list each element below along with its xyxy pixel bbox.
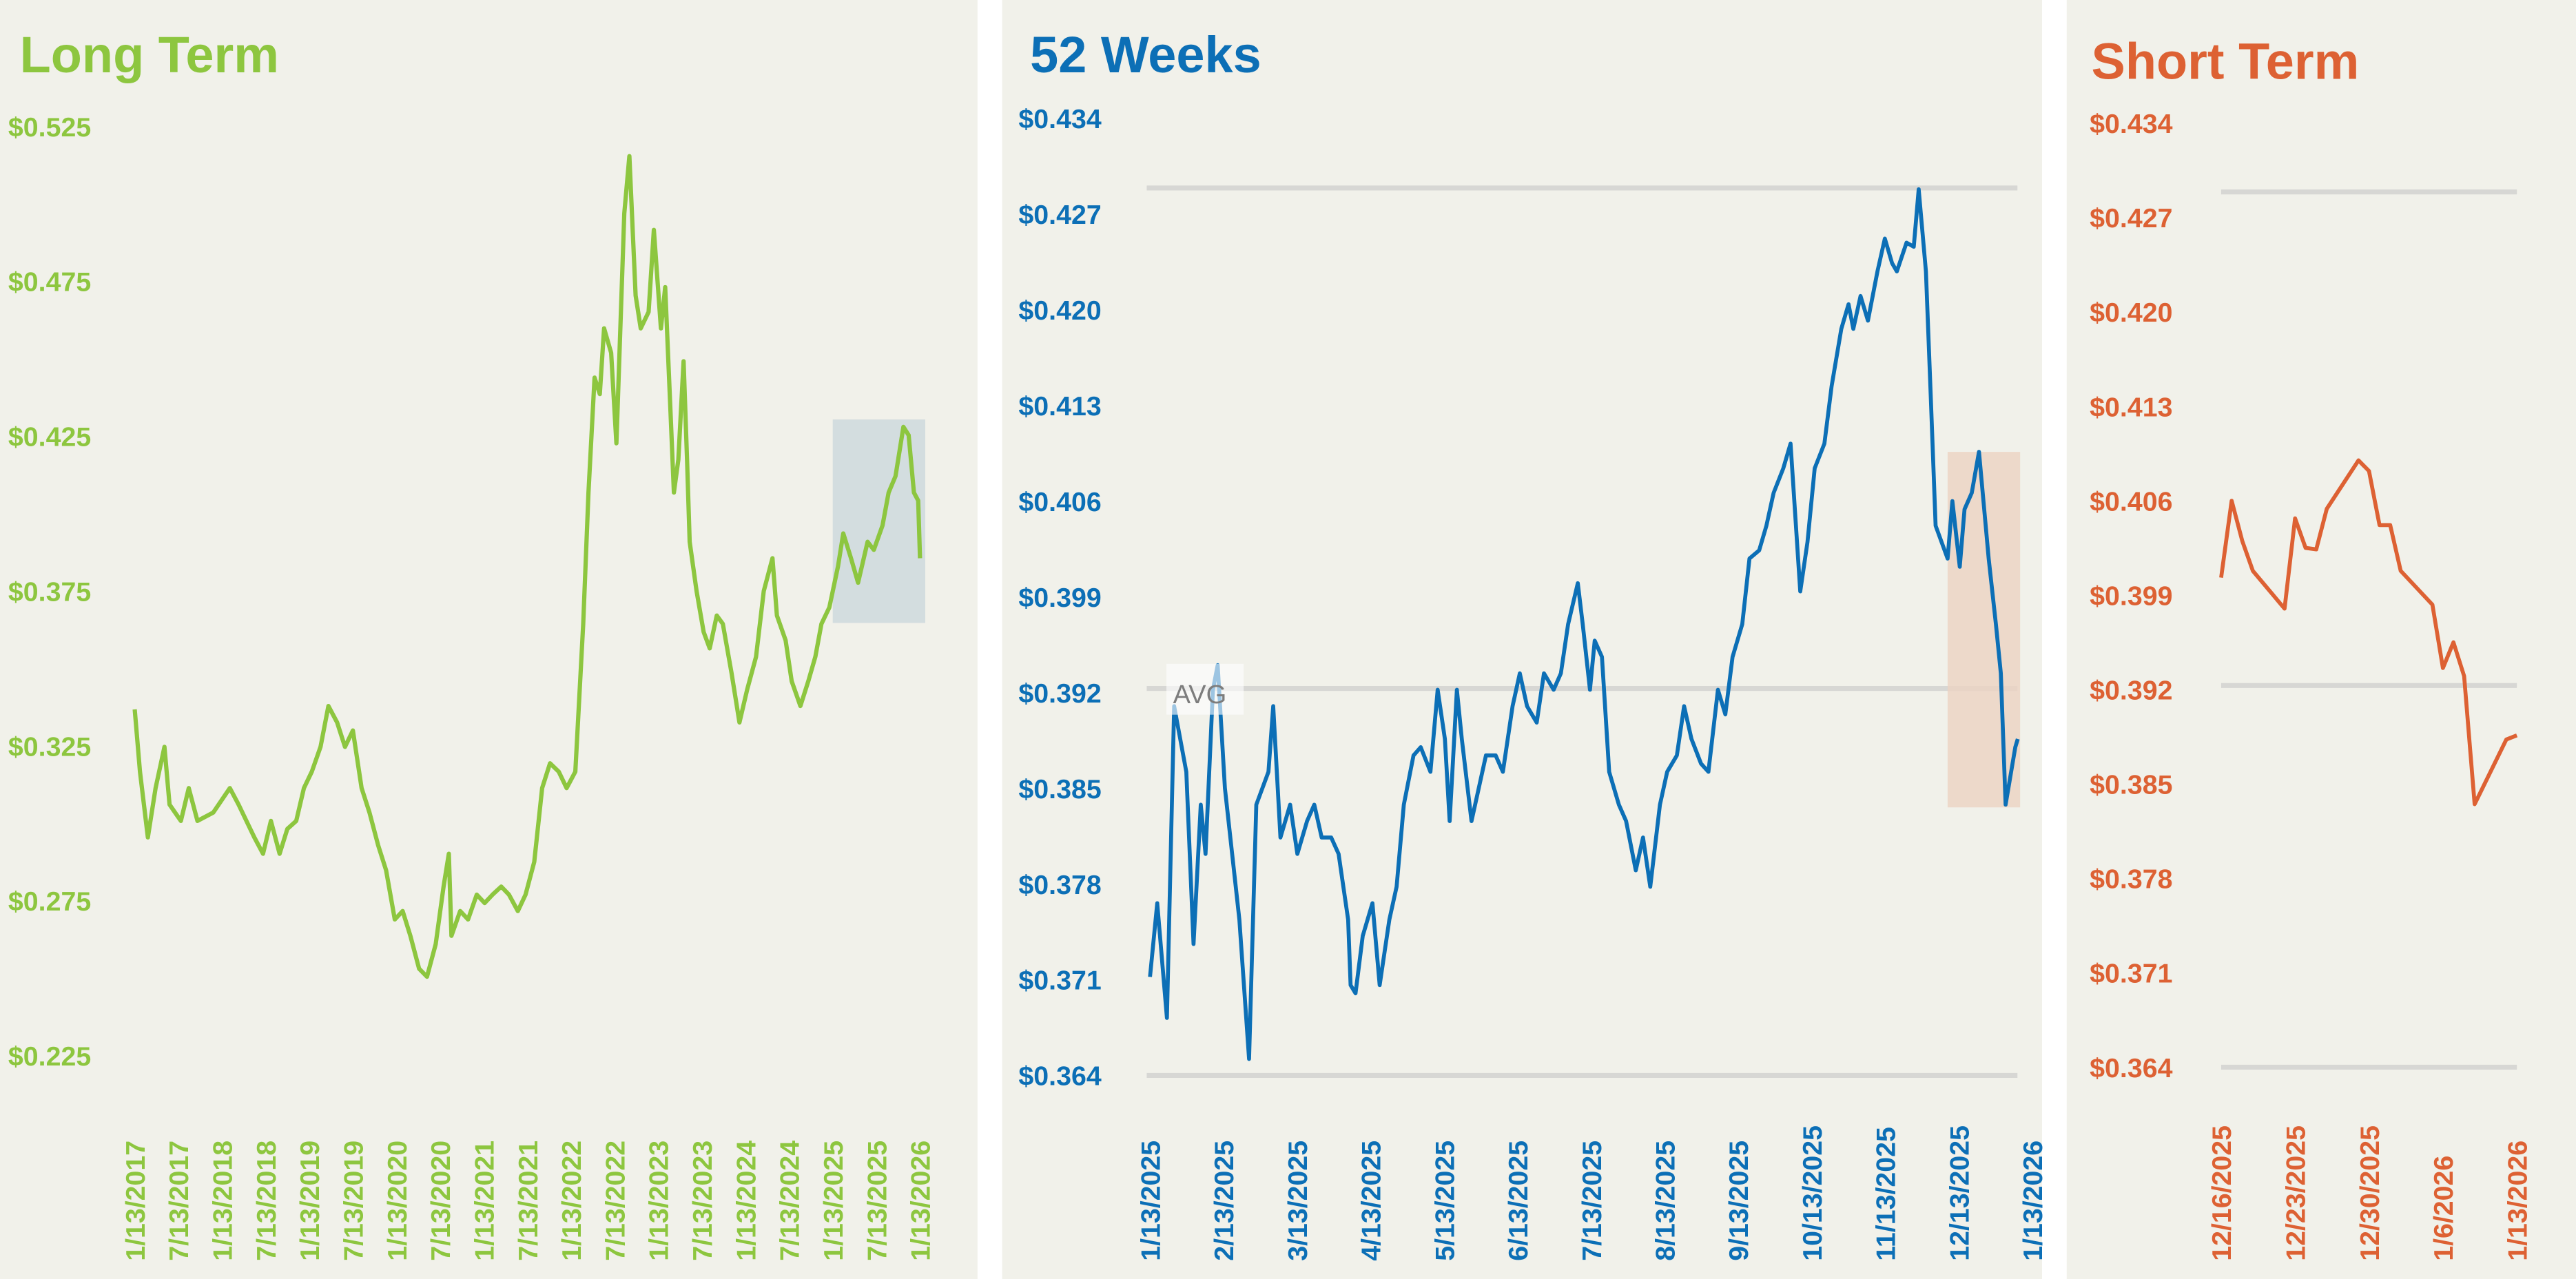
x-tick-label: 7/13/2025 xyxy=(1577,1141,1607,1261)
x-tick-label: 6/13/2025 xyxy=(1503,1141,1534,1261)
avg-label: AVG xyxy=(1173,680,1227,709)
x-tick-label: 1/6/2026 xyxy=(2429,1156,2459,1261)
price-line xyxy=(2219,458,2518,807)
x-tick-label: 1/13/2018 xyxy=(207,1141,238,1261)
x-tick-label: 8/13/2025 xyxy=(1650,1141,1680,1261)
52-weeks-chart: $0.434 $0.427 $0.420 $0.413 $0.406 $0.399 $0.3… xyxy=(1018,104,2048,1261)
x-tick-label: 7/13/2020 xyxy=(426,1141,456,1261)
short-term-chart: $0.434 $0.427 $0.420 $0.413 $0.406 $0.399 $0.3… xyxy=(2090,109,2533,1261)
y-tick-label: $0.427 xyxy=(2090,203,2172,233)
y-tick-label: $0.392 xyxy=(2090,676,2172,706)
long-term-chart: $0.525 $0.475 $0.425 $0.375 $0.325 $0.275 $0.2… xyxy=(8,112,936,1261)
y-tick-label: $0.420 xyxy=(2090,298,2172,328)
x-tick-label: 7/13/2024 xyxy=(775,1141,805,1261)
52-weeks-panel xyxy=(1002,0,2043,1279)
avg-label-box xyxy=(1166,663,1244,715)
x-tick-label: 1/13/2026 xyxy=(2502,1141,2533,1261)
x-tick-label: 7/13/2018 xyxy=(251,1141,282,1261)
y-tick-label: $0.275 xyxy=(8,886,91,917)
y-tick-label: $0.325 xyxy=(8,731,91,762)
x-tick-label: 12/30/2025 xyxy=(2355,1125,2385,1261)
x-tick-label: 4/13/2025 xyxy=(1357,1141,1387,1261)
x-tick-label: 2/13/2025 xyxy=(1209,1141,1239,1261)
x-tick-label: 7/13/2022 xyxy=(600,1141,630,1261)
x-tick-label: 1/13/2019 xyxy=(295,1141,325,1261)
x-tick-label: 1/13/2026 xyxy=(906,1141,936,1261)
x-tick-label: 1/13/2025 xyxy=(1135,1141,1166,1261)
x-tick-label: 12/16/2025 xyxy=(2207,1125,2237,1261)
y-tick-label: $0.399 xyxy=(2090,581,2172,611)
y-tick-label: $0.406 xyxy=(1018,487,1101,517)
short-term-title: Short Term xyxy=(2092,32,2360,90)
x-tick-label: 3/13/2025 xyxy=(1283,1141,1313,1261)
x-tick-label: 7/13/2023 xyxy=(688,1141,718,1261)
y-tick-label: $0.378 xyxy=(2090,864,2172,895)
x-tick-label: 10/13/2025 xyxy=(1797,1125,1828,1261)
y-tick-label: $0.371 xyxy=(2090,959,2172,989)
52-weeks-title: 52 Weeks xyxy=(1030,26,1261,83)
y-tick-label: $0.364 xyxy=(1018,1061,1101,1092)
long-term-panel xyxy=(0,0,978,1279)
y-tick-label: $0.385 xyxy=(2090,770,2172,800)
y-tick-label: $0.406 xyxy=(2090,486,2172,517)
x-tick-label: 7/13/2025 xyxy=(862,1141,892,1261)
long-term-title: Long Term xyxy=(20,26,279,83)
price-line xyxy=(132,154,923,979)
y-tick-label: $0.420 xyxy=(1018,295,1101,326)
x-tick-label: 1/13/2021 xyxy=(469,1141,499,1261)
y-tick-label: $0.375 xyxy=(8,576,91,607)
y-tick-label: $0.392 xyxy=(1018,678,1101,709)
y-tick-label: $0.225 xyxy=(8,1041,91,1072)
y-tick-label: $0.364 xyxy=(2090,1053,2172,1083)
x-tick-label: 1/13/2020 xyxy=(382,1141,413,1261)
x-tick-label: 11/13/2025 xyxy=(1871,1127,1902,1261)
x-tick-label: 1/13/2023 xyxy=(644,1141,674,1261)
y-tick-label: $0.425 xyxy=(8,422,91,453)
x-tick-label: 1/13/2025 xyxy=(818,1141,849,1261)
y-tick-label: $0.413 xyxy=(1018,391,1101,422)
x-tick-label: 12/23/2025 xyxy=(2281,1125,2311,1261)
x-tick-label: 7/13/2019 xyxy=(338,1141,369,1261)
price-line xyxy=(1148,187,2020,1061)
y-tick-label: $0.434 xyxy=(1018,104,1101,134)
y-tick-label: $0.525 xyxy=(8,112,91,143)
x-tick-label: 12/13/2025 xyxy=(1944,1125,1975,1261)
y-tick-label: $0.475 xyxy=(8,267,91,298)
y-tick-label: $0.413 xyxy=(2090,392,2172,422)
x-tick-label: 7/13/2021 xyxy=(513,1141,544,1261)
x-tick-label: 1/13/2022 xyxy=(557,1141,587,1261)
x-tick-label: 9/13/2025 xyxy=(1724,1141,1754,1261)
y-tick-label: $0.371 xyxy=(1018,966,1101,996)
x-tick-label: 1/13/2024 xyxy=(731,1141,761,1261)
x-tick-label: 7/13/2017 xyxy=(164,1141,194,1261)
x-tick-label: 1/13/2026 xyxy=(2018,1141,2048,1261)
y-tick-label: $0.434 xyxy=(2090,109,2172,139)
x-tick-label: 5/13/2025 xyxy=(1430,1141,1460,1261)
y-tick-label: $0.378 xyxy=(1018,870,1101,900)
y-tick-label: $0.399 xyxy=(1018,583,1101,613)
y-tick-label: $0.427 xyxy=(1018,200,1101,230)
x-tick-label: 1/13/2017 xyxy=(121,1141,151,1261)
y-tick-label: $0.385 xyxy=(1018,774,1101,804)
